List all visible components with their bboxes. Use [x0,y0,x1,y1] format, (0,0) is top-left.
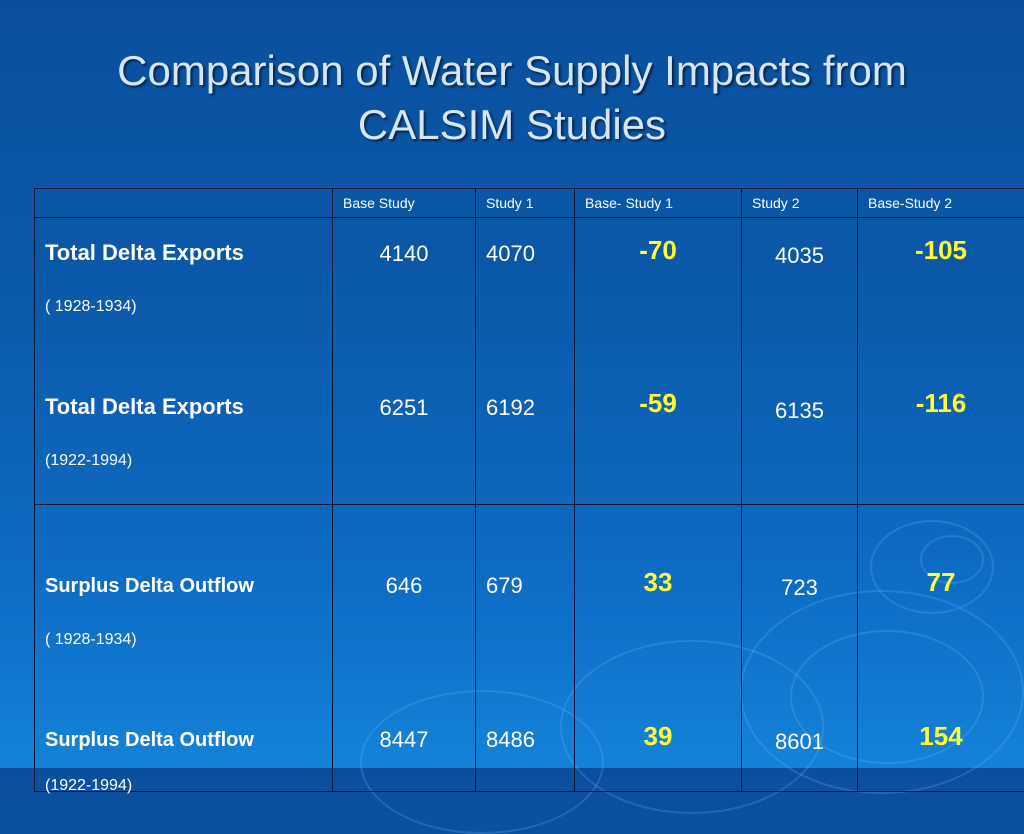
header-study-1: Study 1 [476,189,575,218]
study-2-cell: 723 8601 [742,505,858,792]
row-period: (1922-1994) [45,777,132,795]
study-1-value: 4070 [486,241,535,267]
comparison-table: Base Study Study 1 Base- Study 1 Study 2… [34,188,1024,792]
title-line-1: Comparison of Water Supply Impacts from [0,44,1024,98]
study-2-value: 6135 [742,398,857,424]
diff-1-cell: -70 -59 [575,218,742,505]
row-period: (1922-1994) [45,452,132,470]
study-2-value: 723 [742,575,857,601]
row-label: Surplus Delta Outflow [45,575,254,598]
base-study-value: 646 [333,573,475,599]
row-label-cell: Total Delta Exports ( 1928-1934) Total D… [35,218,333,505]
study-1-value: 6192 [486,395,535,421]
row-label: Surplus Delta Outflow [45,729,254,752]
base-study-value: 4140 [333,241,475,267]
diff-2-cell: 77 154 [858,505,1024,792]
study-2-cell: 4035 6135 [742,218,858,505]
header-study-2: Study 2 [742,189,858,218]
row-period: ( 1928-1934) [45,298,137,316]
base-study-cell: 646 8447 [333,505,476,792]
base-study-value: 6251 [333,395,475,421]
title-line-2: CALSIM Studies [0,98,1024,152]
study-1-cell: 4070 6192 [476,218,575,505]
row-period: ( 1928-1934) [45,631,137,649]
slide-title: Comparison of Water Supply Impacts from … [0,44,1024,152]
diff-2-value: -105 [858,235,1024,266]
diff-1-value: 39 [575,721,741,752]
table-row: Surplus Delta Outflow ( 1928-1934) Surpl… [35,505,1024,792]
diff-1-value: 33 [575,567,741,598]
header-empty-cell [35,189,333,218]
diff-1-value: -59 [575,388,741,419]
diff-2-value: 77 [858,567,1024,598]
base-study-cell: 4140 6251 [333,218,476,505]
diff-1-cell: 33 39 [575,505,742,792]
header-base-minus-study-2: Base-Study 2 [858,189,1024,218]
study-2-value: 8601 [742,729,857,755]
study-1-cell: 679 8486 [476,505,575,792]
study-1-value: 679 [486,573,523,599]
study-2-value: 4035 [742,243,857,269]
row-label: Total Delta Exports [45,394,244,420]
diff-2-value: 154 [858,721,1024,752]
row-label: Total Delta Exports [45,240,244,266]
header-base-minus-study-1: Base- Study 1 [575,189,742,218]
diff-2-cell: -105 -116 [858,218,1024,505]
base-study-value: 8447 [333,727,475,753]
header-base-study: Base Study [333,189,476,218]
row-label-cell: Surplus Delta Outflow ( 1928-1934) Surpl… [35,505,333,792]
diff-2-value: -116 [858,388,1024,419]
diff-1-value: -70 [575,235,741,266]
header-row: Base Study Study 1 Base- Study 1 Study 2… [35,189,1024,218]
study-1-value: 8486 [486,727,535,753]
table-row: Total Delta Exports ( 1928-1934) Total D… [35,218,1024,505]
